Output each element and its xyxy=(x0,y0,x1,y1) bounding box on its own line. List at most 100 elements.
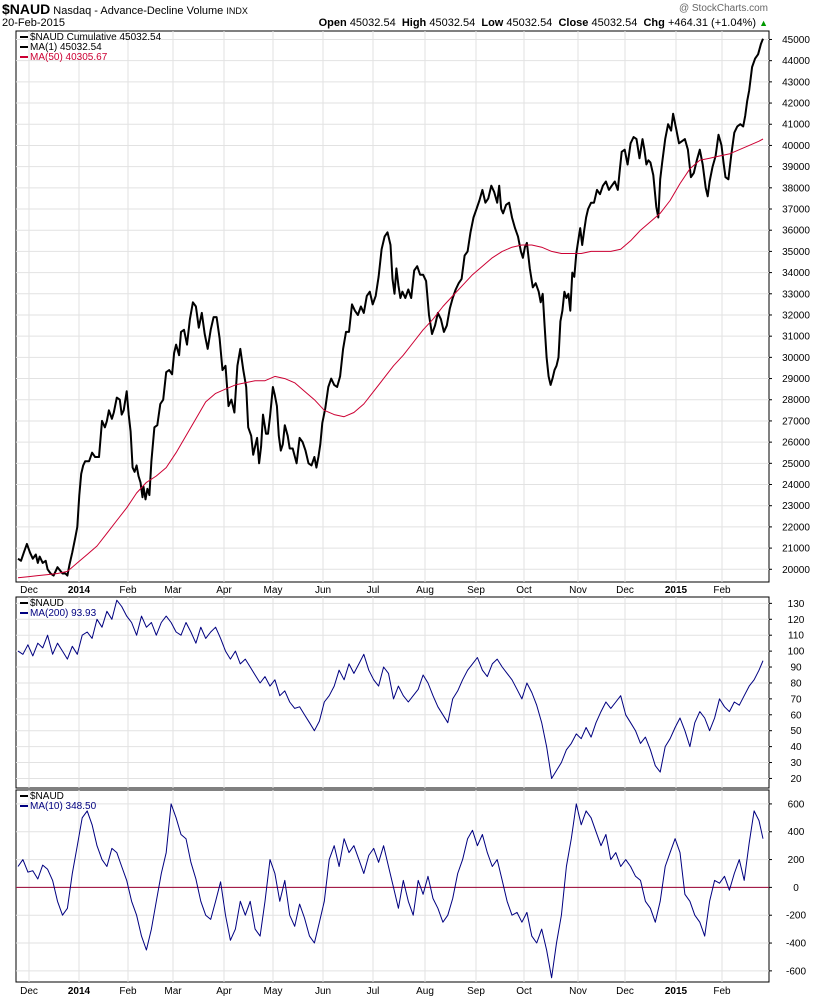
y-tick-label: 38000 xyxy=(782,183,810,194)
low-value: 45032.54 xyxy=(506,17,553,29)
legend-entry: MA(200) 93.93 xyxy=(30,608,97,619)
series-line-ma1 xyxy=(17,38,764,577)
y-tick-label: 70 xyxy=(790,694,802,705)
y-tick-label: 20 xyxy=(790,774,802,785)
y-tick-label: 600 xyxy=(788,799,805,810)
series-line-ma200 xyxy=(17,599,764,779)
x-tick-label: Jun xyxy=(315,986,331,997)
x-tick-label: Aug xyxy=(416,585,434,596)
legend-entry: MA(10) 348.50 xyxy=(30,801,97,812)
y-tick-label: -400 xyxy=(786,939,806,950)
x-tick-label: Feb xyxy=(119,986,137,997)
y-tick-label: 50 xyxy=(790,726,802,737)
x-tick-label: 2015 xyxy=(665,585,688,596)
y-tick-label: 25000 xyxy=(782,459,810,470)
exchange: INDX xyxy=(226,6,248,16)
x-tick-label: Mar xyxy=(164,986,182,997)
panel-main: 20000 21000 22000 23000 24000 25000 26000 27000… xyxy=(15,30,810,583)
y-tick-label: 20000 xyxy=(782,565,810,576)
x-tick-label: Feb xyxy=(119,585,137,596)
close-label: Close xyxy=(558,17,589,29)
x-tick-label: Nov xyxy=(569,585,587,596)
y-tick-label: 42000 xyxy=(782,99,810,110)
x-tick-label: Jun xyxy=(315,585,331,596)
series-line-ma50 xyxy=(17,138,764,579)
x-tick-label: Mar xyxy=(164,585,182,596)
x-tick-label: Feb xyxy=(713,585,731,596)
x-tick-label: Dec xyxy=(616,986,634,997)
y-tick-label: -600 xyxy=(786,966,806,977)
y-tick-label: 32000 xyxy=(782,310,810,321)
y-tick-label: 34000 xyxy=(782,268,810,279)
y-tick-label: 43000 xyxy=(782,77,810,88)
high-value: 45032.54 xyxy=(429,17,476,29)
x-tick-label: Apr xyxy=(216,585,232,596)
y-tick-label: 36000 xyxy=(782,226,810,237)
x-tick-label: Dec xyxy=(20,585,38,596)
watermark: @ StockCharts.com xyxy=(678,3,768,14)
up-triangle-icon: ▲ xyxy=(759,18,768,28)
y-tick-label: 200 xyxy=(788,855,805,866)
x-tick-label: Oct xyxy=(516,585,532,596)
low-label: Low xyxy=(481,17,504,29)
x-tick-label: Apr xyxy=(216,986,232,997)
legend-entry: MA(50) 40305.67 xyxy=(30,52,108,63)
y-tick-label: 400 xyxy=(788,827,805,838)
symbol-name: Nasdaq - Advance-Decline Volume xyxy=(53,5,224,17)
y-tick-label: 40 xyxy=(790,742,802,753)
panel-frame xyxy=(15,789,770,983)
y-tick-label: 110 xyxy=(788,631,804,642)
y-tick-label: 35000 xyxy=(782,247,810,258)
y-tick-label: 100 xyxy=(788,647,805,658)
open-value: 45032.54 xyxy=(349,17,396,29)
y-tick-label: -200 xyxy=(786,911,806,922)
symbol: $NAUD xyxy=(2,1,51,17)
x-tick-label: May xyxy=(264,585,283,596)
x-tick-label: Feb xyxy=(713,986,731,997)
panel-ma200: 20 30 40 50 60 70 80 90 100 110 120 130 $NAUDMA(200)… xyxy=(15,596,805,789)
x-tick-label: Dec xyxy=(20,986,38,997)
ohlc-readout: Open 45032.54 High 45032.54 Low 45032.54… xyxy=(319,17,768,29)
y-tick-label: 37000 xyxy=(782,205,810,216)
y-tick-label: 30000 xyxy=(782,353,810,364)
y-tick-label: 26000 xyxy=(782,438,810,449)
chart-date: 20-Feb-2015 xyxy=(2,17,65,29)
y-tick-label: 31000 xyxy=(782,332,810,343)
legend-entry: $NAUD xyxy=(30,791,64,802)
y-tick-label: 41000 xyxy=(782,120,810,131)
y-tick-label: 60 xyxy=(790,710,802,721)
y-tick-label: 21000 xyxy=(782,544,810,555)
x-tick-label: 2015 xyxy=(665,986,688,997)
y-tick-label: 39000 xyxy=(782,162,810,173)
y-tick-label: 120 xyxy=(788,615,805,626)
y-tick-label: 90 xyxy=(790,663,802,674)
y-tick-label: 28000 xyxy=(782,395,810,406)
y-tick-label: 80 xyxy=(790,678,802,689)
y-tick-label: 27000 xyxy=(782,416,810,427)
x-tick-label: 2014 xyxy=(68,585,91,596)
y-tick-label: 29000 xyxy=(782,374,810,385)
y-tick-label: 44000 xyxy=(782,56,810,67)
x-tick-label: Nov xyxy=(569,986,587,997)
y-tick-label: 45000 xyxy=(782,35,810,46)
legend-entry: $NAUD xyxy=(30,598,64,609)
y-tick-label: 22000 xyxy=(782,522,810,533)
x-tick-label: Sep xyxy=(467,986,485,997)
panel-frame xyxy=(15,30,770,583)
x-tick-label: Sep xyxy=(467,585,485,596)
legend-entry: $NAUD Cumulative 45032.54 xyxy=(30,32,162,43)
chg-value: +464.31 (+1.04%) xyxy=(667,17,757,29)
close-value: 45032.54 xyxy=(591,17,638,29)
x-tick-label: Aug xyxy=(416,986,434,997)
y-tick-label: 23000 xyxy=(782,501,810,512)
chg-label: Chg xyxy=(643,17,665,29)
x-tick-label: 2014 xyxy=(68,986,91,997)
y-tick-label: 24000 xyxy=(782,480,810,491)
series-line-ma10 xyxy=(17,803,764,979)
x-tick-label: Jul xyxy=(367,585,380,596)
high-label: High xyxy=(401,17,427,29)
open-label: Open xyxy=(318,17,347,29)
